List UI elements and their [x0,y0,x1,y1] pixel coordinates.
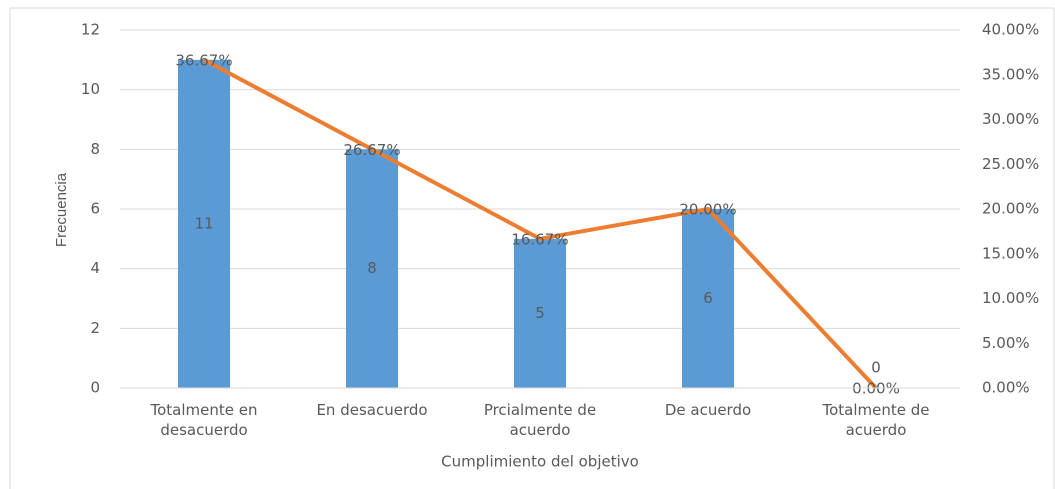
chart-border [9,7,1055,489]
y2-tick-label: 40.00% [982,21,1039,39]
bar [178,59,230,388]
y-tick-label: 8 [90,140,100,158]
y2-tick-label: 5.00% [982,334,1030,352]
bar-value-label: 8 [367,259,377,277]
x-tick-label: Prcialmente de acuerdo [483,401,597,439]
y2-tick-label: 25.00% [982,155,1039,173]
y-tick-label: 2 [90,319,100,337]
y2-tick-label: 35.00% [982,65,1039,83]
bar-value-label: 6 [703,289,713,307]
line-value-label: 36.67% [175,51,232,69]
line [203,58,878,390]
y2-tick-label: 10.00% [982,289,1039,307]
y2-tick-label: 0.00% [982,379,1030,397]
bar [346,149,398,388]
bar [514,238,566,388]
x-axis-title: Cumplimiento del objetivo [441,453,639,471]
y-tick-label: 6 [90,200,100,218]
line-value-label: 26.67% [343,141,400,159]
y-tick-label: 4 [90,259,100,277]
x-tick-label: En desacuerdo [316,401,428,419]
line-value-label: 16.67% [511,230,568,248]
bar-value-label: 0 [871,359,881,377]
x-tick-label: De acuerdo [664,401,752,419]
y-tick-label: 12 [81,21,100,39]
bar-value-label: 5 [535,304,545,322]
bar [682,209,734,388]
y2-tick-label: 15.00% [982,244,1039,262]
y-tick-label: 0 [90,379,100,397]
x-tick-label: Totalmente en desacuerdo [150,401,258,439]
y2-tick-label: 30.00% [982,110,1039,128]
y2-tick-label: 20.00% [982,200,1039,218]
x-tick-label: Totalmente de acuerdo [822,401,930,439]
y-tick-label: 10 [81,80,100,98]
bar-value-label: 11 [194,214,213,232]
line-value-label: 20.00% [679,201,736,219]
y-axis-title: Frecuencia [53,172,70,247]
